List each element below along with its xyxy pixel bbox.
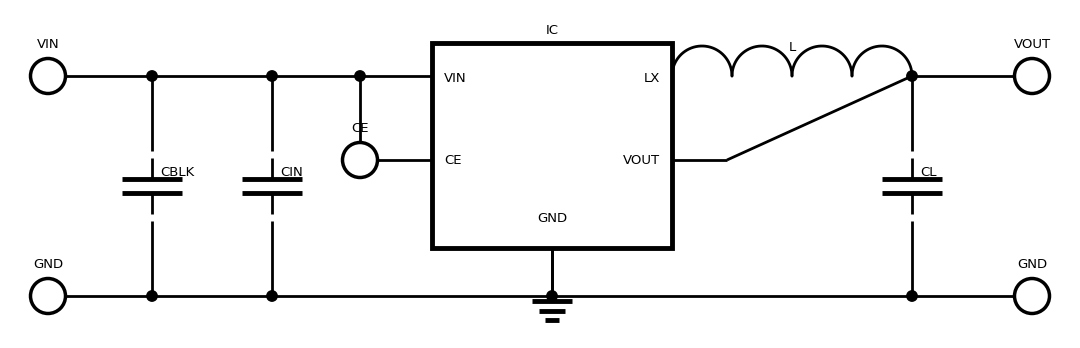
Text: VOUT: VOUT <box>623 153 660 166</box>
Circle shape <box>147 291 158 301</box>
Text: VOUT: VOUT <box>1013 38 1051 50</box>
Circle shape <box>30 58 66 94</box>
Text: CE: CE <box>444 153 461 166</box>
Circle shape <box>907 291 917 301</box>
Text: CIN: CIN <box>280 166 302 179</box>
Circle shape <box>342 142 378 177</box>
Text: CL: CL <box>920 166 936 179</box>
Circle shape <box>355 71 365 81</box>
Text: GND: GND <box>1017 258 1048 270</box>
Text: LX: LX <box>644 71 660 85</box>
Text: IC: IC <box>545 24 558 37</box>
Text: VIN: VIN <box>444 71 467 85</box>
Circle shape <box>907 71 917 81</box>
Text: L: L <box>788 41 796 54</box>
Circle shape <box>30 278 66 314</box>
Circle shape <box>147 71 158 81</box>
Text: CE: CE <box>351 121 368 134</box>
Circle shape <box>1014 278 1050 314</box>
Text: GND: GND <box>537 212 567 224</box>
Circle shape <box>1014 58 1050 94</box>
Circle shape <box>267 71 278 81</box>
Text: VIN: VIN <box>37 38 59 50</box>
Text: CBLK: CBLK <box>160 166 194 179</box>
Text: GND: GND <box>32 258 63 270</box>
Circle shape <box>546 291 557 301</box>
Circle shape <box>267 291 278 301</box>
Bar <box>432 43 672 248</box>
